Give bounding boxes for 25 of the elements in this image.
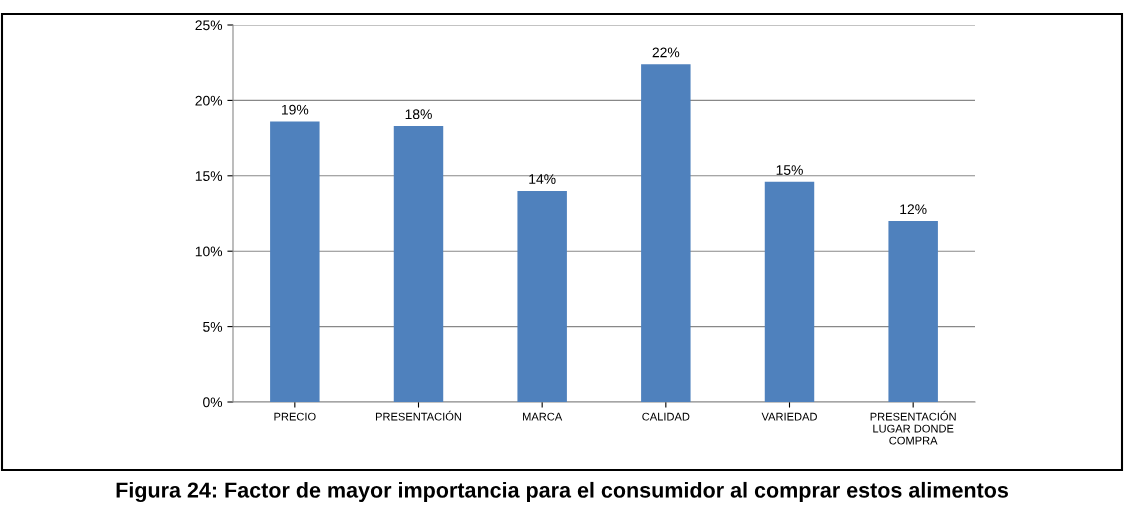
- bar: [517, 190, 567, 402]
- x-tick-label: CALIDAD: [642, 412, 690, 421]
- bar: [270, 121, 320, 402]
- data-label: 18%: [405, 109, 432, 120]
- x-tick-label: VARIEDAD: [761, 412, 817, 421]
- bar: [888, 221, 938, 402]
- bar: [641, 64, 691, 402]
- bar: [393, 126, 444, 402]
- y-tick-label: 0%: [203, 397, 223, 408]
- text: Figura 24: Factor de mayor importancia para el consumidor al comprar estos alimentos: [116, 481, 1008, 503]
- x-tick-label: PRESENTACIÓN: [375, 410, 462, 421]
- y-tick-label: 5%: [203, 321, 223, 332]
- data-label: 15%: [776, 165, 803, 175]
- y-tick-label: 15%: [195, 171, 223, 181]
- y-tick-label: 20%: [195, 95, 223, 106]
- x-tick-label: PRESENTACIÓN LUGAR DONDE COMPRA: [870, 410, 956, 445]
- data-label: 19%: [281, 104, 309, 115]
- data-label: 22%: [652, 47, 680, 58]
- data-label: 14%: [529, 174, 556, 184]
- bar: [764, 181, 815, 402]
- data-label: 12%: [900, 204, 927, 215]
- y-tick-label: 10%: [195, 246, 223, 257]
- x-tick-label: MARCA: [523, 412, 563, 421]
- y-tick-label: 25%: [195, 20, 223, 31]
- x-tick-label: PRECIO: [274, 412, 316, 421]
